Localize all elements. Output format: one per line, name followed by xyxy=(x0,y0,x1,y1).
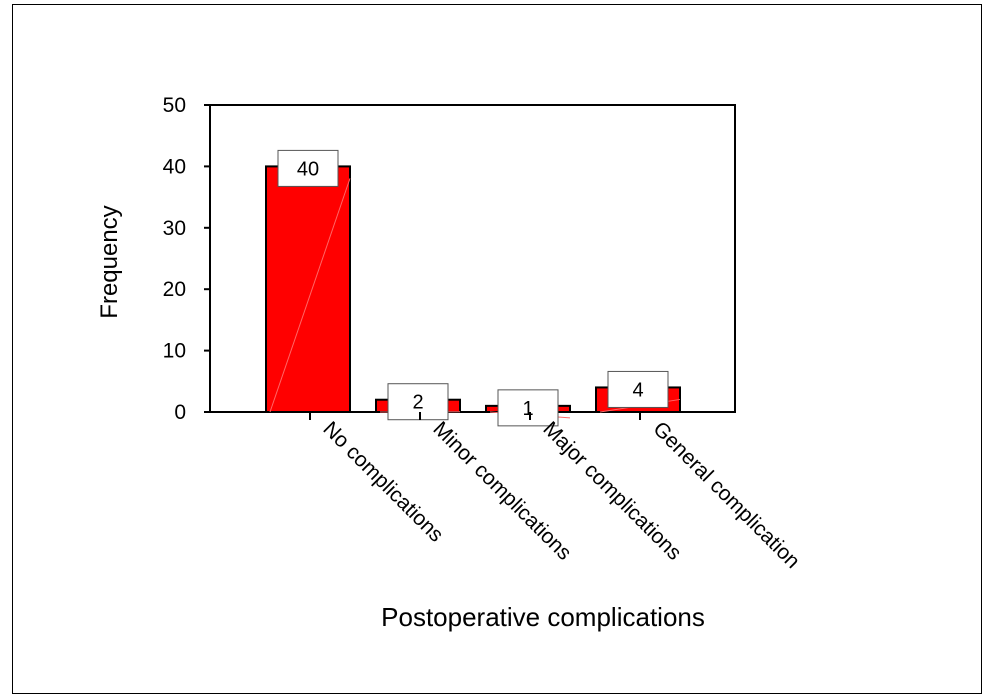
data-label: 2 xyxy=(412,392,423,414)
x-axis-label: Postoperative complications xyxy=(381,602,705,632)
bar xyxy=(266,166,350,412)
y-tick-label: 20 xyxy=(163,278,186,301)
y-axis-label: Frequency xyxy=(96,205,123,318)
y-axis-ticks: 0 10 20 30 40 50 xyxy=(163,94,210,424)
data-label: 1 xyxy=(522,398,533,420)
bar-chart: 0 10 20 30 40 50 40 2 1 4 No complicationsMinor … xyxy=(0,0,986,675)
data-label: 40 xyxy=(297,158,319,180)
y-tick-label: 50 xyxy=(163,94,186,117)
y-tick-label: 10 xyxy=(163,340,186,363)
data-label: 4 xyxy=(632,379,643,401)
y-tick-label: 30 xyxy=(163,217,186,240)
bars-group: 40 2 1 4 xyxy=(266,150,680,425)
y-tick-label: 0 xyxy=(174,401,186,424)
y-tick-label: 40 xyxy=(163,155,186,178)
x-tick-label: No complications xyxy=(318,417,447,546)
